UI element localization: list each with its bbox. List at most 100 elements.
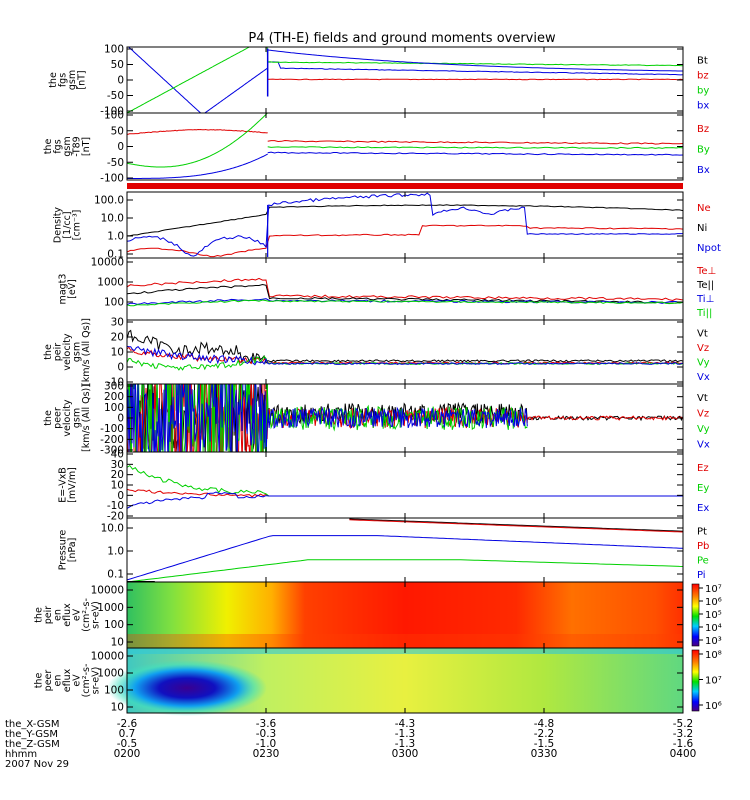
series-line-pressure-pb — [349, 519, 683, 533]
series-line-fgs-bz — [267, 78, 683, 81]
y-tick-label-peir-vel: -10 — [107, 377, 124, 389]
legend-peer-vel-Vz: Vz — [697, 408, 709, 419]
legend-density-Ni: Ni — [697, 223, 707, 234]
y-axis-label-fgs: fgs — [57, 73, 68, 87]
legend-efield-Ez: Ez — [697, 463, 709, 474]
series-line-pressure-pe — [127, 559, 683, 582]
series-line-peer-vel-vx — [127, 384, 528, 452]
legend-fgs-bx: bx — [697, 101, 709, 112]
series-line-temp-te-perp — [127, 277, 683, 302]
ephemeris-value-the_Y-GSM: -1.3 — [395, 728, 416, 740]
y-tick-label-fgs: 50 — [111, 59, 124, 71]
series-line-fgs-by-post — [267, 61, 683, 67]
y-tick-label-fgs: 0 — [117, 75, 124, 87]
y-tick-label-peer-vel: 100 — [104, 402, 124, 414]
y-tick-label-density: 100.0 — [94, 195, 124, 207]
series-line-fgs-bx-post — [267, 61, 683, 76]
colorbar-peer-flux — [691, 649, 700, 712]
y-tick-label-peir-flux: 10 — [111, 637, 124, 649]
colorbar-label-peer-flux: 10⁶ — [705, 701, 722, 712]
ephemeris-value-the_X-GSM: -2.6 — [117, 718, 138, 730]
y-tick-label-pressure: 0.1 — [107, 569, 124, 581]
legend-pressure-Pi: Pi — [697, 570, 706, 581]
ephemeris-value-the_Y-GSM: -3.2 — [673, 728, 694, 740]
y-axis-label-peir-flux: (cm²-s- — [81, 598, 92, 632]
panel-frame-temp — [126, 257, 684, 321]
y-axis-label-fgs-t89: the — [43, 139, 54, 155]
ephemeris-label-the_Z-GSM: the_Z-GSM — [5, 739, 60, 750]
legend-pressure-Pt: Pt — [697, 526, 707, 537]
y-tick-label-peir-vel: 30 — [111, 317, 124, 329]
legend-peer-vel-Vt: Vt — [697, 393, 708, 404]
y-axis-label-peer-vel: peer — [53, 407, 64, 429]
y-axis-label-density: Density — [53, 207, 64, 243]
y-tick-label-peir-vel: 20 — [111, 332, 124, 344]
colorbar-label-peir-flux: 10⁵ — [705, 610, 722, 621]
y-axis-label-pressure: [nPa] — [67, 538, 78, 563]
y-tick-label-density: 10.0 — [101, 213, 124, 225]
y-tick-label-peer-vel: 300 — [104, 381, 124, 393]
y-tick-label-peir-flux: 10000 — [91, 585, 124, 597]
panel-frame-fgs — [126, 46, 684, 114]
y-axis-label-peir-vel: velocity — [62, 333, 73, 371]
ephemeris-value-the_X-GSM: -4.8 — [534, 718, 555, 730]
legend-fgs-t89-Bx: Bx — [697, 165, 710, 176]
y-tick-label-fgs-t89: -50 — [107, 157, 124, 169]
series-line-temp-ti-par — [127, 299, 683, 307]
ephemeris-value-hhmm: 0330 — [531, 748, 558, 760]
y-axis-label-efield: E=-VxB — [57, 467, 68, 502]
series-line-peir-vel-vx — [127, 345, 683, 366]
y-axis-label-peer-flux: sr-eV) — [91, 667, 102, 695]
series-line-fgs-t89-bz — [127, 128, 268, 135]
y-tick-label-peir-flux: 1000 — [97, 602, 124, 614]
ephemeris-value-the_Y-GSM: 0.7 — [119, 728, 136, 740]
series-line-fgs-t89-by-post — [267, 146, 683, 149]
series-line-efield-ey — [127, 464, 683, 497]
y-axis-label-peer-vel: the — [43, 410, 54, 426]
legend-fgs-bz: bz — [697, 71, 709, 82]
series-line-peer-vel-mean-red — [526, 415, 683, 421]
series-line-peir-vel-vt — [127, 329, 683, 364]
series-line-fgs-bt — [267, 49, 683, 72]
y-axis-label-peer-flux: en — [53, 675, 64, 687]
legend-peir-vel-Vx: Vx — [697, 372, 710, 383]
y-axis-label-peer-flux: (cm²-s- — [81, 664, 92, 698]
colorbar-label-peir-flux: 10⁷ — [705, 584, 722, 595]
y-tick-label-fgs-t89: 0 — [117, 141, 124, 153]
peer-spectrogram-low-energy-feature — [107, 660, 267, 716]
ephemeris-value-the_Z-GSM: -1.6 — [673, 738, 694, 750]
y-axis-label-peir-flux: sr-eV) — [91, 601, 102, 629]
legend-peer-vel-Vx: Vx — [697, 439, 710, 450]
panel-frame-density — [126, 191, 684, 259]
y-tick-label-fgs: -100 — [100, 106, 124, 118]
series-line-density-npot — [127, 192, 683, 257]
series-line-fgs-t89-bx — [127, 153, 268, 179]
series-line-density-ne — [127, 224, 683, 258]
y-axis-label-density: [cm⁻³] — [72, 210, 83, 241]
y-tick-label-pressure: 1.0 — [107, 546, 124, 558]
quality-flag-bar — [127, 183, 683, 189]
series-line-density-ni — [127, 204, 683, 237]
y-tick-label-density: 1.0 — [107, 231, 124, 243]
y-axis-label-fgs: gsm — [67, 70, 78, 90]
y-tick-label-fgs: -50 — [107, 90, 124, 102]
y-tick-label-peir-vel: 10 — [111, 347, 124, 359]
colorbar-label-peir-flux: 10⁶ — [705, 597, 722, 608]
peir-spectrogram — [127, 582, 683, 648]
legend-fgs-t89-Bz: Bz — [697, 124, 709, 135]
y-axis-label-peir-vel: peir — [53, 343, 64, 362]
y-axis-label-density: [1/cc] — [62, 211, 73, 238]
y-tick-label-peer-vel: -300 — [100, 445, 124, 457]
colorbar-label-peir-flux: 10⁴ — [705, 623, 722, 634]
y-axis-label-fgs: [nT] — [76, 70, 87, 89]
series-line-fgs-by — [127, 47, 269, 113]
legend-peir-vel-Vt: Vt — [697, 328, 708, 339]
legend-pressure-Pb: Pb — [697, 541, 709, 552]
ephemeris-label-the_Y-GSM: the_Y-GSM — [5, 729, 58, 740]
legend-peir-vel-Vz: Vz — [697, 343, 709, 354]
y-axis-label-efield: [mV/m] — [67, 467, 78, 503]
y-tick-label-efield: 10 — [111, 480, 124, 492]
y-axis-label-peer-vel: gsm — [72, 408, 83, 428]
y-tick-label-fgs: 100 — [104, 44, 124, 56]
